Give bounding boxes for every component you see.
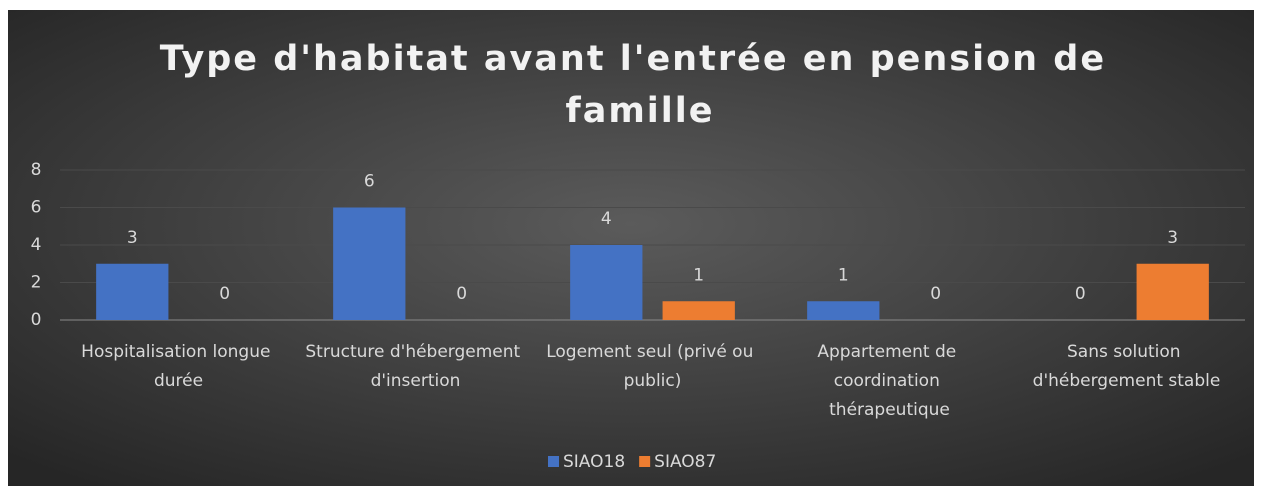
bar — [1136, 263, 1209, 320]
data-label: 6 — [364, 172, 375, 192]
legend-swatch — [639, 456, 651, 467]
bar — [333, 207, 406, 320]
data-label: 3 — [1167, 228, 1178, 248]
legend-swatch — [548, 456, 559, 467]
chart-title: Type d'habitat avant l'entrée en pension… — [160, 39, 1121, 131]
bar — [662, 301, 735, 320]
data-label: 0 — [930, 284, 941, 304]
data-label: 4 — [601, 209, 612, 229]
y-tick-label: 8 — [31, 160, 42, 180]
bar — [807, 301, 880, 320]
y-tick-label: 4 — [31, 235, 42, 255]
data-label: 3 — [127, 228, 138, 248]
data-label: 1 — [838, 265, 849, 285]
bar — [96, 263, 169, 320]
data-label: 0 — [456, 284, 467, 304]
data-label: 1 — [693, 265, 704, 285]
x-tick-label: Structure d'hébergement d'insertion — [305, 342, 525, 391]
y-tick-label: 6 — [31, 198, 42, 218]
legend-label: SIAO87 — [654, 452, 716, 472]
x-tick-label: Sans solution d'hébergement stable — [1033, 342, 1221, 391]
legend-label: SIAO18 — [563, 452, 625, 472]
x-tick-label: Logement seul (privé ou public) — [546, 342, 759, 391]
x-tick-label: Appartement de coordination thérapeutiqu… — [817, 342, 961, 420]
y-tick-label: 0 — [31, 310, 42, 330]
y-tick-label: 2 — [31, 273, 42, 293]
x-tick-label: Hospitalisation longue durée — [81, 342, 276, 391]
bar — [570, 245, 643, 320]
data-label: 0 — [1075, 284, 1086, 304]
data-label: 0 — [219, 284, 230, 304]
